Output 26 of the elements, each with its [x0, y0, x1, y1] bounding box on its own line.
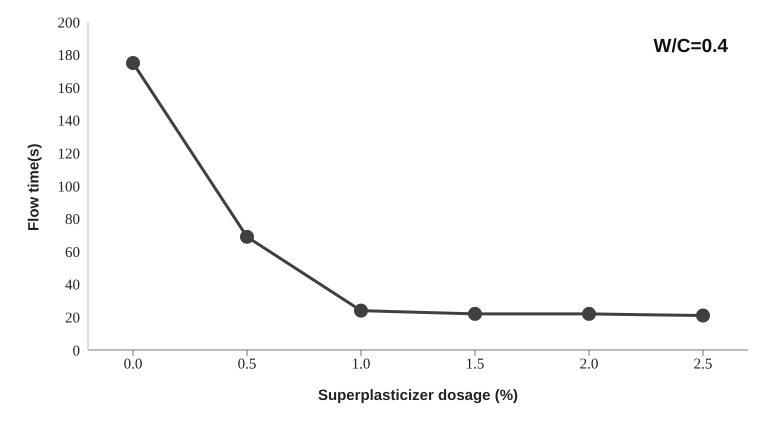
x-tick-label: 0.5	[238, 356, 256, 373]
y-tick-label: 80	[65, 212, 80, 228]
point	[696, 308, 710, 323]
y-axis-title: Flow time(s)	[25, 143, 42, 231]
y-tick-label: 60	[65, 244, 80, 261]
annotation: W/C=0.4	[654, 36, 728, 58]
x-tick-label: 1.0	[352, 356, 370, 373]
y-tick-label: 0	[72, 343, 80, 360]
x-tick-label: 2.5	[694, 356, 712, 373]
y-tick-label: 140	[58, 114, 80, 130]
x-tick-label: 1.5	[466, 356, 484, 373]
y-tick-label: 100	[58, 179, 80, 196]
x-tick-label: 2.0	[580, 356, 598, 373]
x-axis-title: Superplasticizer dosage (%)	[318, 387, 518, 404]
y-tick-label: 40	[65, 278, 80, 294]
point	[582, 306, 596, 321]
y-tick-label: 20	[65, 310, 80, 327]
point	[126, 56, 140, 70]
point	[468, 306, 482, 321]
point	[354, 304, 368, 318]
y-tick-label: 200	[58, 15, 80, 32]
point	[240, 230, 254, 244]
x-tick-label: 0.0	[124, 356, 142, 373]
y-tick-label: 160	[58, 80, 80, 97]
y-tick-label: 120	[58, 146, 80, 163]
y-tick-label: 180	[58, 48, 80, 64]
